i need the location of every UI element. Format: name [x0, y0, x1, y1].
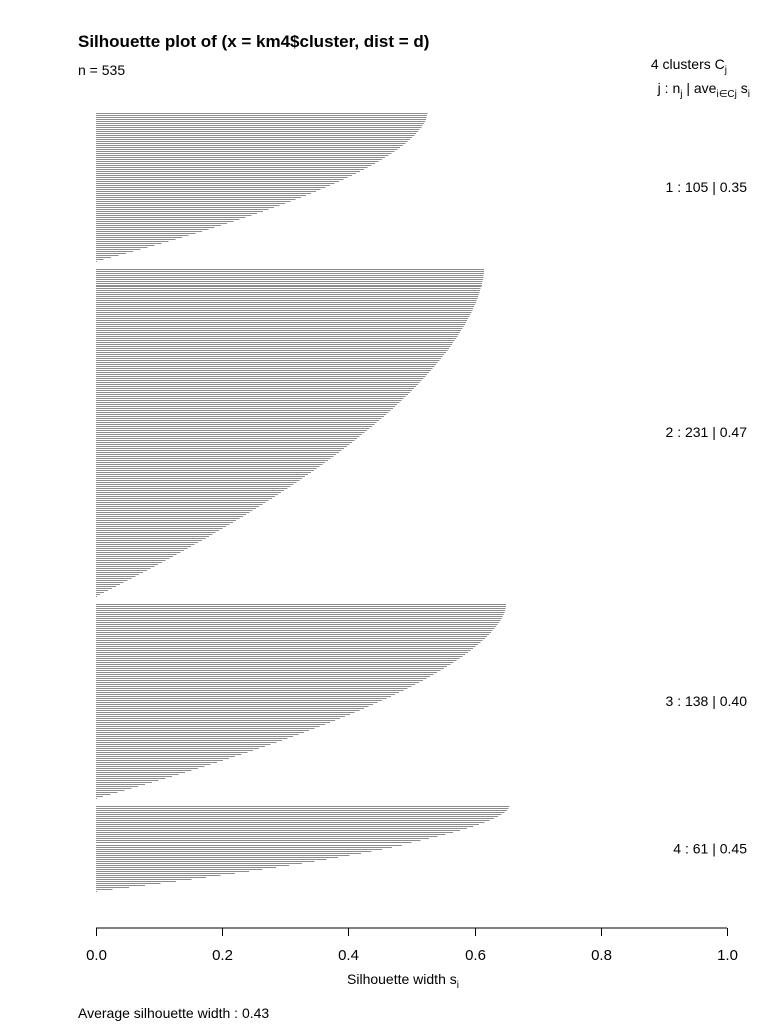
cluster-label-4: 4 : 61 | 0.45	[673, 841, 747, 857]
legend-header-nj-sub: j	[679, 89, 682, 100]
x-tick-label: 0.4	[338, 947, 359, 964]
x-tick-label: 0.2	[212, 947, 233, 964]
cluster-labels: 1 : 105 | 0.35 2 : 231 | 0.47 3 : 138 | 0.…	[666, 179, 748, 857]
x-axis-label: Silhouette width si	[347, 971, 459, 991]
x-tick-label: 0.6	[465, 947, 486, 964]
n-label: n = 535	[78, 62, 125, 78]
x-tick-label: 0.8	[591, 947, 612, 964]
x-tick-label: 1.0	[717, 947, 738, 964]
legend-clusters-text: 4 clusters C	[651, 56, 725, 72]
legend-header-ave: | ave	[682, 80, 716, 96]
cluster-label-3: 3 : 138 | 0.40	[666, 693, 748, 709]
legend-header-ave-sub: i∈Cj	[716, 89, 736, 100]
legend-clusters-sub: j	[724, 65, 727, 76]
cluster-label-2: 2 : 231 | 0.47	[666, 424, 748, 440]
x-axis-label-text: Silhouette width s	[347, 971, 457, 987]
cluster-label-1: 1 : 105 | 0.35	[666, 179, 748, 195]
average-silhouette-width: Average silhouette width : 0.43	[78, 1005, 269, 1021]
x-axis-label-sub: i	[457, 980, 459, 991]
legend-header: j : nj | avei∈Cj si	[657, 80, 750, 100]
x-axis-ticks: 0.0 0.2 0.4 0.6 0.8 1.0	[86, 928, 738, 964]
silhouette-bars	[96, 113, 510, 892]
legend-clusters: 4 clusters Cj	[651, 56, 727, 76]
legend-header-si: s	[737, 80, 748, 96]
legend-header-j: j : n	[657, 80, 681, 96]
x-tick-label: 0.0	[86, 947, 107, 964]
chart-title: Silhouette plot of (x = km4$cluster, dis…	[78, 32, 429, 51]
legend-header-si-sub: i	[748, 89, 750, 100]
